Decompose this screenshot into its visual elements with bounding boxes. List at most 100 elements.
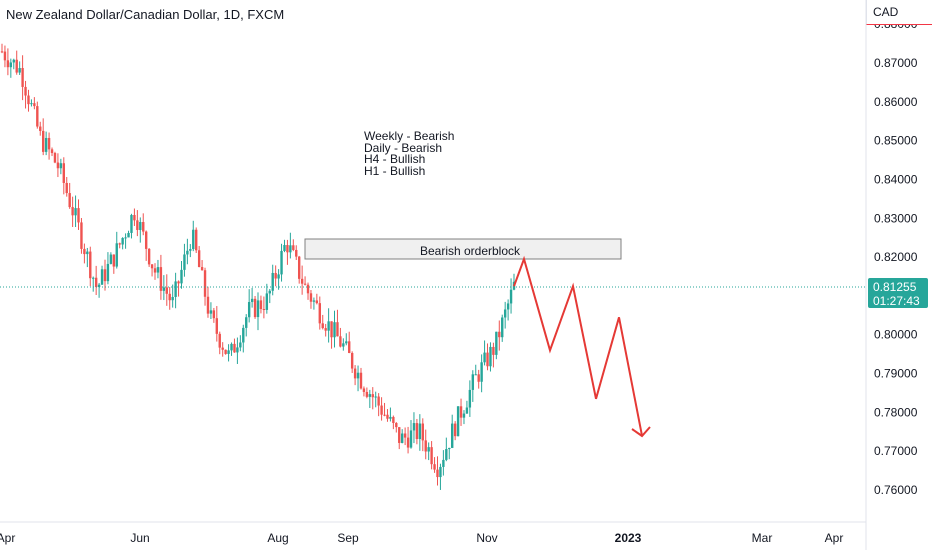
orderblock-zone[interactable]: [304, 238, 622, 260]
candle[interactable]: [206, 286, 210, 318]
candle[interactable]: [168, 287, 171, 310]
candle[interactable]: [30, 99, 33, 107]
candle[interactable]: [377, 393, 380, 417]
candle[interactable]: [362, 386, 366, 397]
candle[interactable]: [374, 391, 377, 408]
candle[interactable]: [421, 418, 424, 452]
candle[interactable]: [371, 387, 374, 410]
candle[interactable]: [480, 354, 483, 393]
candle[interactable]: [27, 89, 30, 112]
candle[interactable]: [239, 335, 242, 352]
candle[interactable]: [303, 276, 307, 286]
candle[interactable]: [439, 463, 442, 490]
candle[interactable]: [436, 456, 439, 486]
candle[interactable]: [453, 421, 457, 441]
candle[interactable]: [142, 213, 145, 236]
candle[interactable]: [424, 429, 427, 460]
candle[interactable]: [171, 284, 174, 308]
candle[interactable]: [139, 217, 142, 243]
candle[interactable]: [150, 263, 154, 277]
candle[interactable]: [68, 182, 71, 209]
candle[interactable]: [471, 370, 475, 402]
candle[interactable]: [212, 307, 216, 323]
candle[interactable]: [109, 252, 113, 265]
candle[interactable]: [345, 333, 348, 346]
candle[interactable]: [71, 196, 74, 227]
candle[interactable]: [368, 389, 372, 408]
candle[interactable]: [250, 287, 254, 308]
candle[interactable]: [327, 308, 330, 343]
candle[interactable]: [492, 342, 495, 368]
candle[interactable]: [94, 265, 98, 296]
candle[interactable]: [9, 58, 13, 78]
candle[interactable]: [409, 420, 413, 449]
candle[interactable]: [0, 43, 4, 54]
candle[interactable]: [6, 48, 10, 76]
candle[interactable]: [265, 283, 269, 314]
candle[interactable]: [456, 406, 460, 437]
candle[interactable]: [3, 45, 7, 68]
candle[interactable]: [21, 55, 24, 101]
candle[interactable]: [359, 367, 363, 390]
candle[interactable]: [283, 239, 286, 253]
candle[interactable]: [24, 80, 27, 109]
candle[interactable]: [445, 437, 448, 462]
candle[interactable]: [474, 364, 477, 376]
candle[interactable]: [465, 400, 469, 414]
candle[interactable]: [442, 450, 445, 476]
candle[interactable]: [33, 97, 36, 110]
candle[interactable]: [483, 340, 486, 366]
candle[interactable]: [74, 195, 77, 228]
candle[interactable]: [136, 210, 139, 237]
candle[interactable]: [36, 101, 39, 129]
candle[interactable]: [230, 342, 233, 356]
candle[interactable]: [153, 263, 157, 280]
candle[interactable]: [380, 397, 383, 421]
candle[interactable]: [44, 131, 48, 156]
candle[interactable]: [312, 297, 316, 310]
candle[interactable]: [321, 314, 324, 330]
candle[interactable]: [12, 58, 15, 70]
candle[interactable]: [247, 289, 251, 323]
candle[interactable]: [501, 314, 504, 342]
candle[interactable]: [333, 310, 336, 348]
candle[interactable]: [41, 118, 45, 156]
candle[interactable]: [100, 265, 104, 285]
candle[interactable]: [144, 230, 148, 261]
candle[interactable]: [336, 309, 339, 337]
candle[interactable]: [277, 269, 280, 290]
candle[interactable]: [215, 306, 219, 342]
candle[interactable]: [259, 295, 263, 314]
candle[interactable]: [156, 259, 160, 279]
candle[interactable]: [389, 407, 392, 422]
candle[interactable]: [365, 387, 369, 399]
candle[interactable]: [433, 457, 436, 473]
candle[interactable]: [342, 338, 345, 351]
candle[interactable]: [348, 331, 351, 354]
candle[interactable]: [203, 267, 207, 306]
candle[interactable]: [495, 331, 498, 360]
candle[interactable]: [339, 327, 342, 348]
candle[interactable]: [280, 243, 283, 282]
candle[interactable]: [506, 299, 510, 321]
candle[interactable]: [162, 275, 166, 301]
candle[interactable]: [274, 265, 277, 287]
candle[interactable]: [183, 243, 186, 277]
candle[interactable]: [86, 247, 89, 268]
candle[interactable]: [195, 227, 198, 254]
candle[interactable]: [418, 414, 422, 451]
candle[interactable]: [292, 239, 295, 252]
candle[interactable]: [233, 338, 236, 353]
candle[interactable]: [498, 320, 501, 351]
candle[interactable]: [174, 272, 177, 309]
candle[interactable]: [127, 230, 130, 238]
candle[interactable]: [115, 231, 118, 269]
candle[interactable]: [398, 427, 401, 450]
candle[interactable]: [18, 61, 21, 75]
candle[interactable]: [468, 380, 472, 417]
candle[interactable]: [200, 260, 204, 271]
currency-selector[interactable]: CAD: [866, 0, 932, 25]
candle[interactable]: [197, 246, 201, 268]
candle[interactable]: [489, 342, 492, 372]
candle[interactable]: [309, 289, 313, 309]
